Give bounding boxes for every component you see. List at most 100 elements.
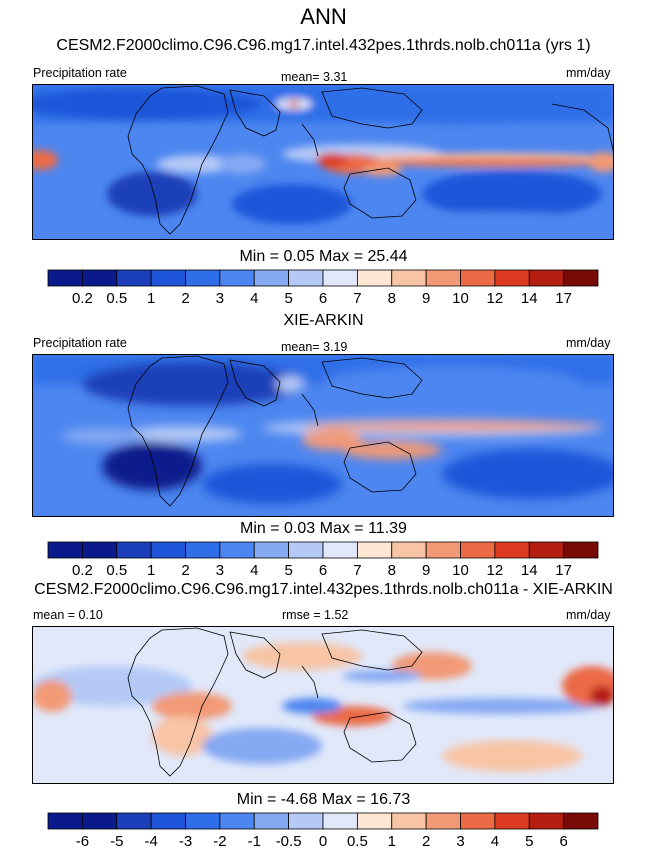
- panel-2-colorbar-tick-label: 0.2: [72, 562, 93, 579]
- panel-2-colorbar-tick-label: 12: [487, 562, 504, 579]
- panel-2-colorbar-box-1: [81, 541, 118, 559]
- panel-1-colorbar-tick-label: 0.2: [72, 290, 93, 307]
- panel-3-colorbar-box-10: [391, 812, 427, 830]
- panel-1-colorbar-tick-label: 4: [250, 290, 258, 307]
- panel-3-frame: [32, 626, 614, 784]
- panel-2-colorbar-tick-label: 3: [216, 562, 224, 579]
- panel-3-colorbar-box-4: [185, 812, 221, 830]
- panel-3-colorbar-box-9: [356, 812, 393, 830]
- panel-1-colorbar-tick-label: 12: [487, 290, 504, 307]
- panel-3-colorbar-box-0: [47, 812, 83, 830]
- panel-3-colorbar-box-1: [81, 812, 118, 830]
- figure-title: ANN: [300, 4, 347, 29]
- panel-2-colorbar-box-4: [185, 541, 221, 559]
- panel-3-colorbar-tick-label: -3: [179, 833, 192, 848]
- panel-2-colorbar-tick-label: 0.5: [106, 562, 127, 579]
- panel-3-colorbar-tick-label: 0: [319, 833, 327, 848]
- panel-2-colorbar-tick-label: 8: [388, 562, 396, 579]
- panel-2-colorbar-box-12: [460, 541, 496, 559]
- panel-1-colorbar-box-10: [391, 269, 427, 287]
- panel-1-colorbar-box-14: [528, 269, 565, 287]
- panel-1-colorbar-tick-label: 2: [181, 290, 189, 307]
- panel-2-colorbar-box-13: [494, 541, 530, 559]
- panel-2-colorbar-tick-label: 6: [319, 562, 327, 579]
- panel-1-colorbar-box-1: [81, 269, 118, 287]
- panel-2-colorbar-box-10: [391, 541, 427, 559]
- panel-2-colorbar-box-0: [47, 541, 83, 559]
- panel-1-map: [32, 84, 614, 240]
- panel-3-minmax: Min = -4.68 Max = 16.73: [236, 791, 411, 808]
- panel-1-colorbar-box-13: [494, 269, 530, 287]
- panel-2-colorbar-box-7: [288, 541, 324, 559]
- panel-2-colorbar-box-6: [253, 541, 290, 559]
- panel-2-colorbar-tick-label: 9: [422, 562, 430, 579]
- panel-2-frame: [32, 354, 614, 517]
- panel-3-colorbar-box-3: [150, 812, 186, 830]
- panel-1-colorbar-box-11: [425, 269, 461, 287]
- panel-3-colorbar-tick-label: 3: [456, 833, 464, 848]
- panel-3-rmse-label: rmse = 1.52: [282, 608, 349, 622]
- panel-1-colorbar-tick-label: 8: [388, 290, 396, 307]
- panel-2-map: [32, 354, 614, 517]
- panel-2-units-label: mm/day: [566, 336, 611, 350]
- panel-1-left-label: Precipitation rate: [33, 66, 127, 80]
- panel-1-units-label: mm/day: [566, 66, 611, 80]
- panel-3-colorbar: -6 -5 -4 -3 -2 -1 -0.5 0 0.5 1 2 3 4 5 6: [47, 812, 599, 848]
- panel-1-colorbar-box-8: [322, 269, 358, 287]
- panel-3-colorbar-tick-label: -4: [144, 833, 157, 848]
- panel-3-colorbar-box-6: [253, 812, 290, 830]
- panel-2-subtitle: XIE-ARKIN: [283, 312, 364, 329]
- panel-1-colorbar-box-3: [150, 269, 186, 287]
- panel-1-colorbar-tick-label: 0.5: [106, 290, 127, 307]
- panel-3-colorbar-box-5: [219, 812, 255, 830]
- panel-2-colorbar-tick-label: 2: [181, 562, 189, 579]
- panel-2-field: [32, 354, 614, 504]
- panel-2-minmax: Min = 0.03 Max = 11.39: [240, 520, 407, 537]
- panel-1-colorbar-tick-label: 17: [555, 290, 572, 307]
- panel-3-colorbar-tick-label: -6: [76, 833, 89, 848]
- panel-2-colorbar-box-8: [322, 541, 358, 559]
- panel-3-colorbar-box-11: [425, 812, 461, 830]
- panel-2-coastlines: [127, 355, 423, 507]
- panel-1-mean-label: mean= 3.31: [281, 70, 348, 84]
- panel-3-colorbar-tick-label: 6: [559, 833, 567, 848]
- panel-3-colorbar-tick-label: -2: [213, 833, 226, 848]
- panel-1-colorbar-box-7: [288, 269, 324, 287]
- panel-3-colorbar-box-7: [288, 812, 324, 830]
- panel-1-colorbar-box-15: [563, 269, 599, 287]
- panel-2-colorbar-tick-label: 17: [555, 562, 572, 579]
- panel-3-colorbar-tick-label: -1: [248, 833, 261, 848]
- panel-3-colorbar-box-14: [528, 812, 565, 830]
- panel-3-mean-label: mean = 0.10: [33, 608, 103, 622]
- panel-1-colorbar-tick-label: 6: [319, 290, 327, 307]
- panel-2-colorbar-box-5: [219, 541, 255, 559]
- panel-2-colorbar-tick-label: 4: [250, 562, 258, 579]
- panel-2-colorbar: 0.2 0.5 1 2 3 4 5 6 7 8 9 10 12 14 17: [47, 541, 599, 579]
- panel-1-colorbar-tick-label: 5: [284, 290, 292, 307]
- panel-2-colorbar-tick-label: 5: [284, 562, 292, 579]
- panel-1-colorbar-tick-label: 14: [521, 290, 538, 307]
- panel-3-units-label: mm/day: [566, 608, 611, 622]
- panel-3-colorbar-box-12: [460, 812, 496, 830]
- panel-3-colorbar-tick-label: 2: [422, 833, 430, 848]
- panel-3-colorbar-box-13: [494, 812, 530, 830]
- panel-2-colorbar-tick-label: 14: [521, 562, 538, 579]
- panel-1-colorbar-tick-label: 7: [353, 290, 361, 307]
- panel-3-colorbar-box-8: [322, 812, 358, 830]
- panel-1-field: [32, 84, 614, 236]
- panel-3-colorbar-box-15: [563, 812, 599, 830]
- panel-1-colorbar-box-5: [219, 269, 255, 287]
- panel-2-colorbar-tick-label: 10: [452, 562, 469, 579]
- panel-1-colorbar-tick-label: 1: [147, 290, 155, 307]
- panel-1-subtitle: CESM2.F2000climo.C96.C96.mg17.intel.432p…: [56, 37, 591, 54]
- panel-1-colorbar-box-9: [356, 269, 393, 287]
- panel-1-minmax: Min = 0.05 Max = 25.44: [239, 248, 408, 265]
- panel-2-colorbar-box-2: [116, 541, 152, 559]
- panel-2-colorbar-box-11: [425, 541, 461, 559]
- panel-3-colorbar-tick-label: -0.5: [276, 833, 302, 848]
- panel-3-field: [32, 642, 614, 772]
- panel-2-colorbar-box-14: [528, 541, 565, 559]
- panel-1-colorbar: 0.2 0.5 1 2 3 4 5 6 7 8 9 10 12 14 17: [47, 269, 599, 307]
- panel-1-colorbar-box-0: [47, 269, 83, 287]
